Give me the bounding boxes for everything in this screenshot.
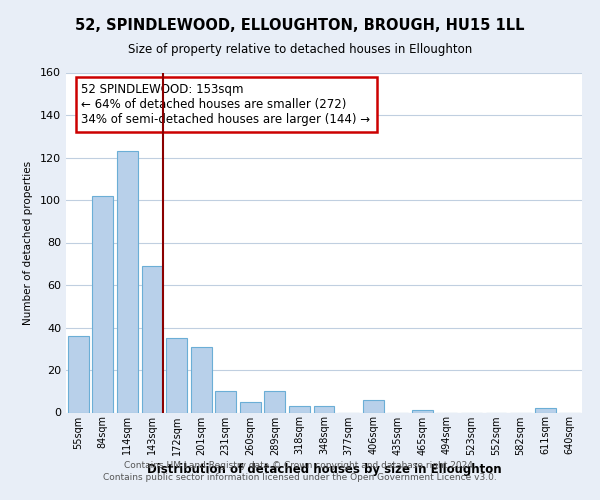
Y-axis label: Number of detached properties: Number of detached properties <box>23 160 33 324</box>
Bar <box>362 400 383 412</box>
Bar <box>412 410 433 412</box>
Bar <box>215 391 236 412</box>
Bar <box>68 336 89 412</box>
X-axis label: Distribution of detached houses by size in Elloughton: Distribution of detached houses by size … <box>146 463 502 476</box>
Bar <box>265 391 286 412</box>
Bar <box>191 346 212 412</box>
Bar <box>289 406 310 412</box>
Bar <box>92 196 113 412</box>
Text: Size of property relative to detached houses in Elloughton: Size of property relative to detached ho… <box>128 42 472 56</box>
Text: 52 SPINDLEWOOD: 153sqm
← 64% of detached houses are smaller (272)
34% of semi-de: 52 SPINDLEWOOD: 153sqm ← 64% of detached… <box>82 82 371 126</box>
Text: Contains HM Land Registry data © Crown copyright and database right 2024.
Contai: Contains HM Land Registry data © Crown c… <box>103 461 497 482</box>
Text: 52, SPINDLEWOOD, ELLOUGHTON, BROUGH, HU15 1LL: 52, SPINDLEWOOD, ELLOUGHTON, BROUGH, HU1… <box>75 18 525 32</box>
Bar <box>535 408 556 412</box>
Bar <box>142 266 163 412</box>
Bar <box>314 406 334 412</box>
Bar <box>117 151 138 412</box>
Bar <box>166 338 187 412</box>
Bar <box>240 402 261 412</box>
